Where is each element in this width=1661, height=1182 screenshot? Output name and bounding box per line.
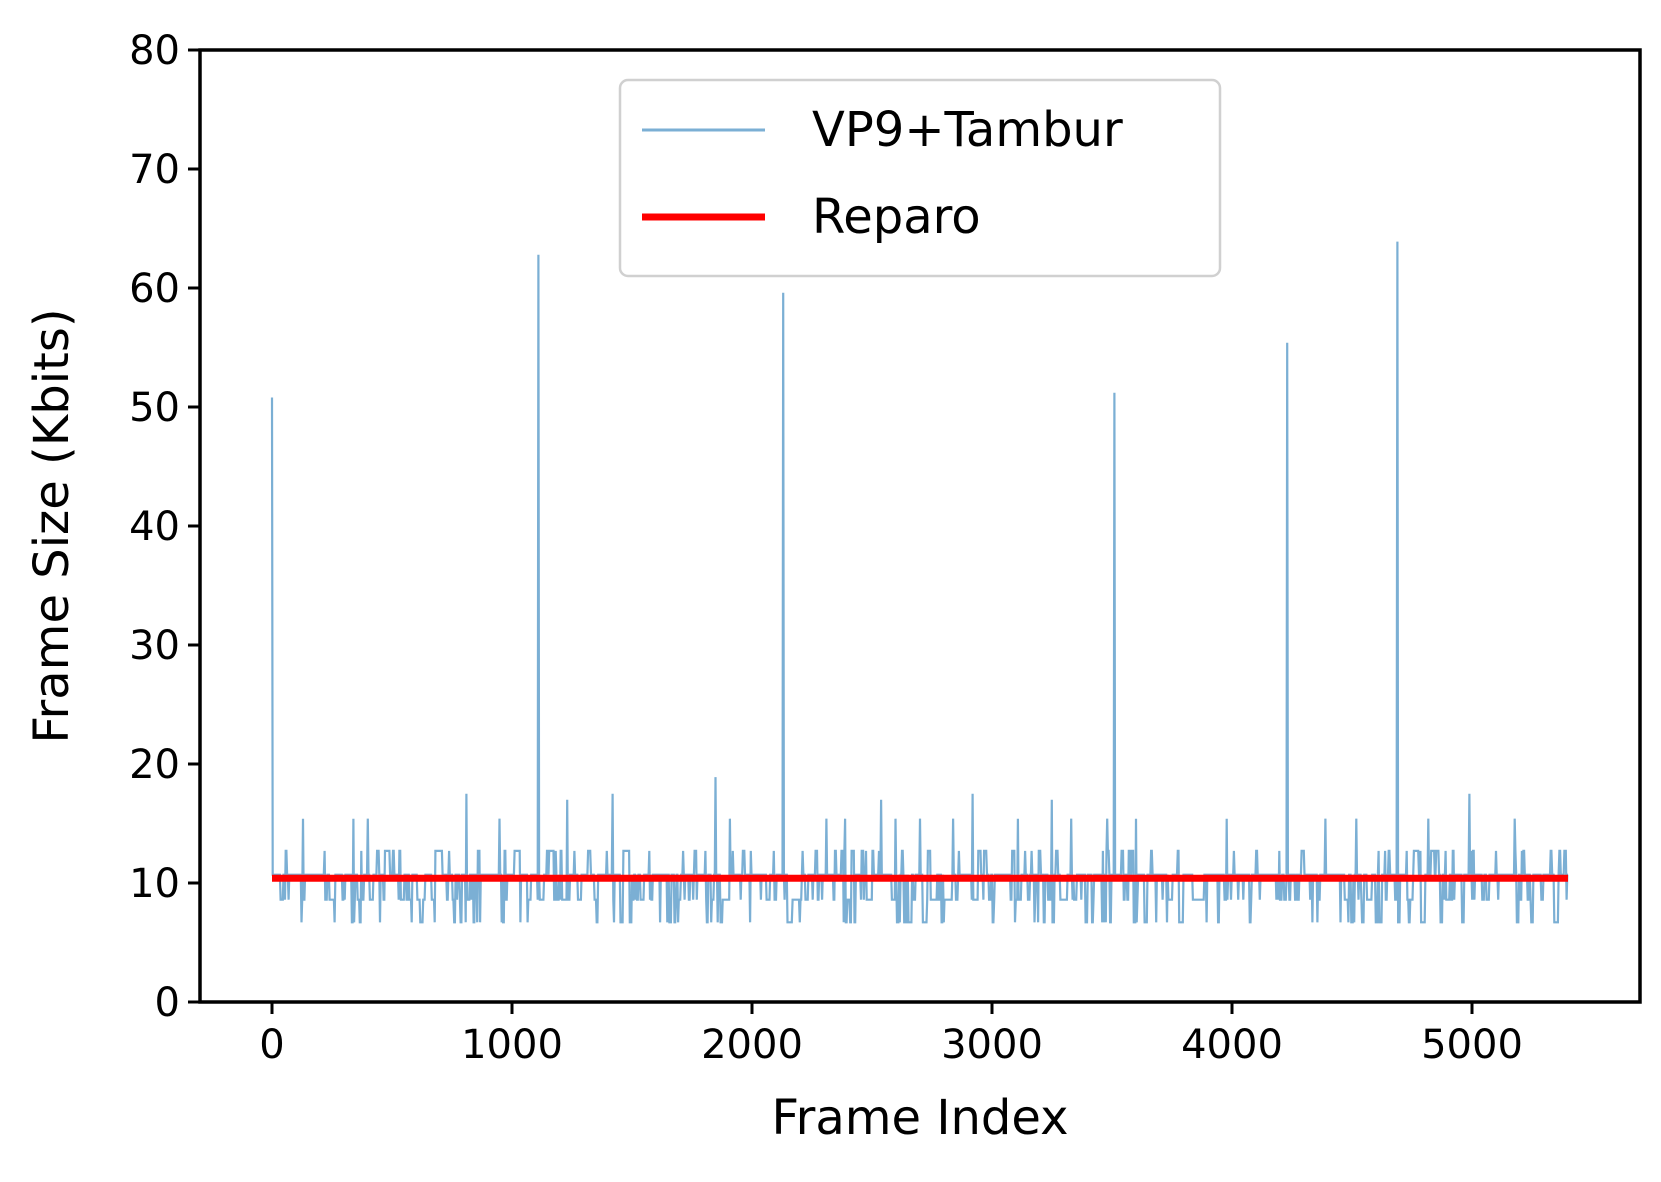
y-tick-label: 60 bbox=[129, 266, 180, 312]
x-tick-label: 2000 bbox=[701, 1022, 803, 1068]
x-tick-label: 1000 bbox=[461, 1022, 563, 1068]
y-tick-label: 10 bbox=[129, 861, 180, 907]
x-axis-title: Frame Index bbox=[772, 1090, 1069, 1146]
y-tick-label: 20 bbox=[129, 742, 180, 788]
y-axis: 0 10 20 30 40 50 60 70 80 bbox=[129, 28, 200, 1026]
legend: VP9+Tambur Reparo bbox=[618, 78, 1222, 278]
series-line-vp9-tambur bbox=[270, 241, 1569, 924]
legend-label-reparo: Reparo bbox=[812, 189, 981, 245]
y-tick-label: 30 bbox=[129, 623, 180, 669]
y-tick-label: 50 bbox=[129, 385, 180, 431]
x-tick-label: 4000 bbox=[1181, 1022, 1283, 1068]
legend-label-vp9-tambur: VP9+Tambur bbox=[812, 102, 1123, 158]
y-tick-label: 80 bbox=[129, 28, 180, 74]
y-tick-label: 70 bbox=[129, 147, 180, 193]
series-layer bbox=[270, 241, 1569, 924]
x-axis: 0 1000 2000 3000 4000 5000 bbox=[259, 1002, 1523, 1068]
y-tick-label: 0 bbox=[155, 980, 180, 1026]
x-tick-label: 3000 bbox=[941, 1022, 1043, 1068]
y-axis-title: Frame Size (Kbits) bbox=[24, 308, 80, 743]
y-tick-label: 40 bbox=[129, 504, 180, 550]
legend-box bbox=[618, 78, 1222, 278]
x-tick-label: 5000 bbox=[1421, 1022, 1523, 1068]
x-tick-label: 0 bbox=[259, 1022, 284, 1068]
